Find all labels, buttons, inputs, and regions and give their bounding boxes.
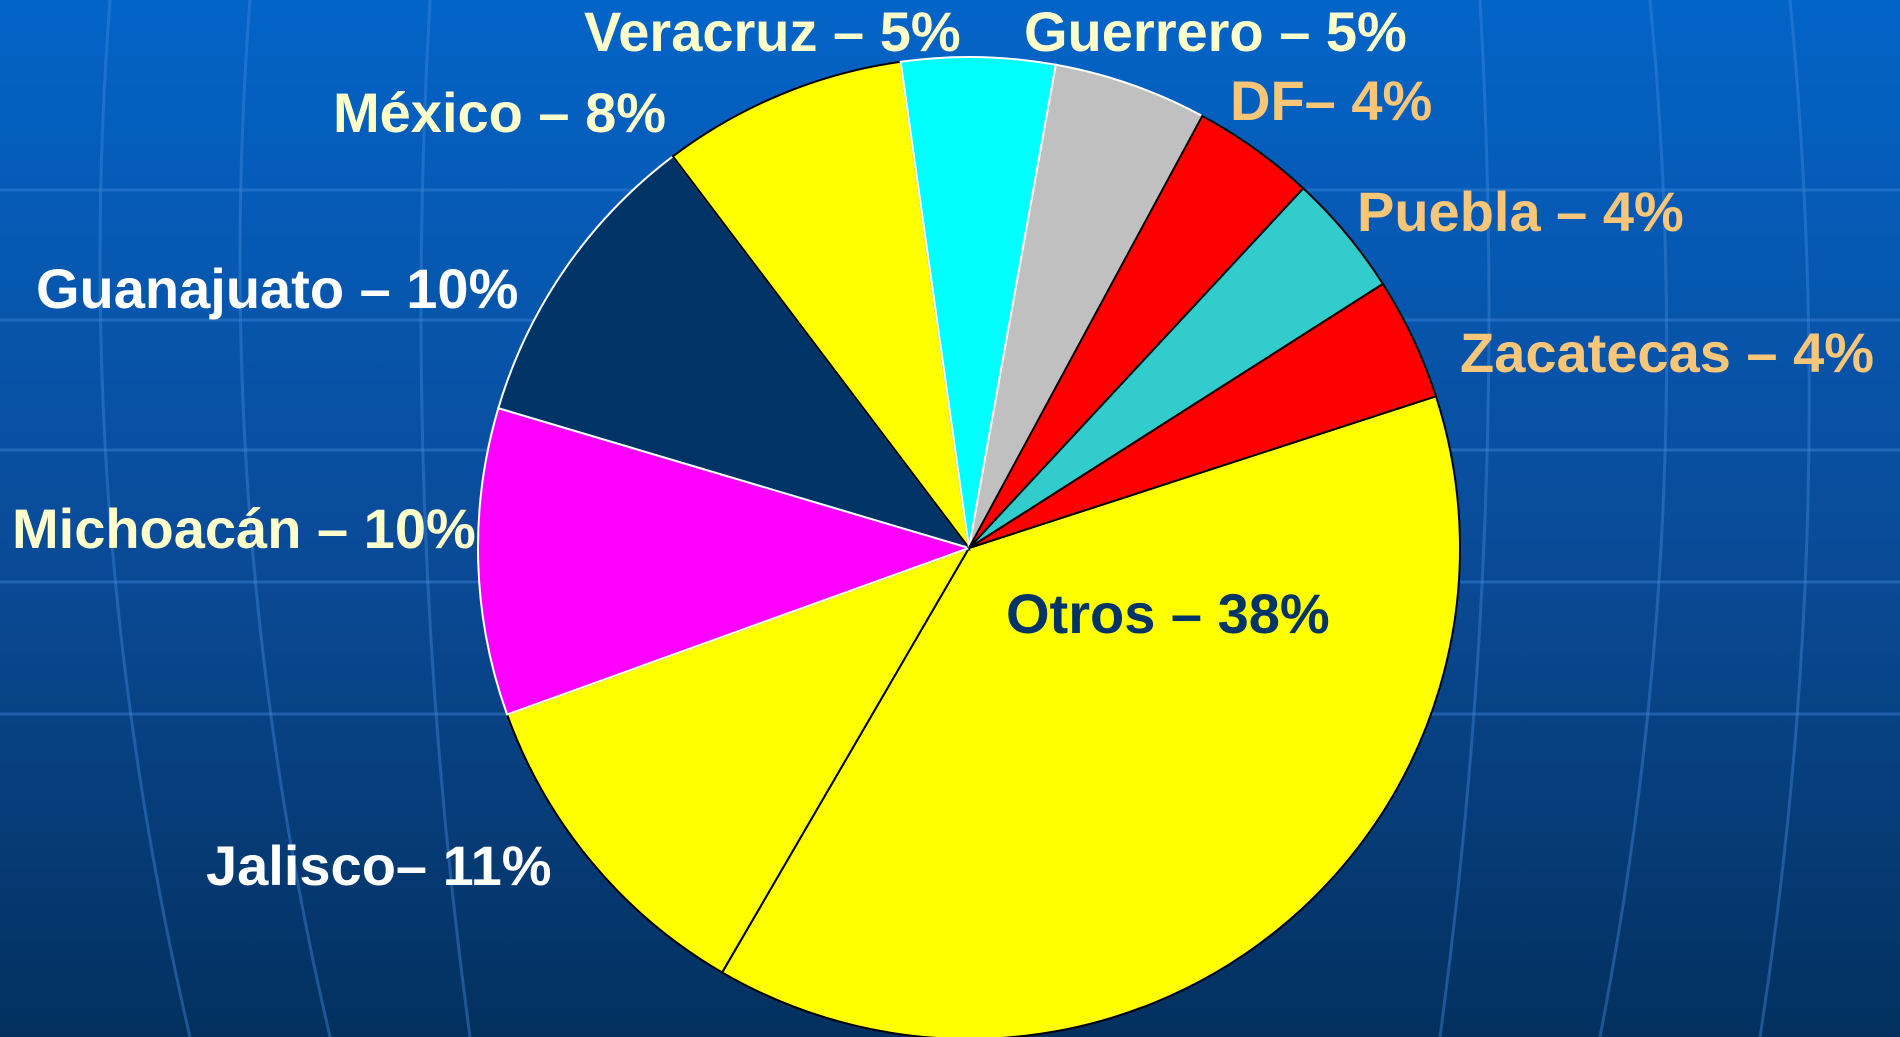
pie-slice xyxy=(505,546,972,974)
pie-slice xyxy=(968,63,1204,549)
slice-label: Michoacán – 10% xyxy=(12,497,476,560)
slice-label: Guerrero – 5% xyxy=(1024,0,1407,63)
pie-slice xyxy=(497,154,972,550)
slice-label: Jalisco– 11% xyxy=(206,834,552,897)
pie-slice xyxy=(899,56,1057,549)
slice-label: DF– 4% xyxy=(1230,69,1432,132)
pie-slice xyxy=(720,395,1461,1037)
labels: Otros – 38% Jalisco– 11% Michoacán – 10% Gu… xyxy=(12,0,1874,897)
slice-label: México – 8% xyxy=(333,81,666,144)
pie-slice xyxy=(477,406,973,716)
slice-label: Guanajuato – 10% xyxy=(36,257,518,320)
slice-label: Veracruz – 5% xyxy=(584,0,961,63)
slice-label: Zacatecas – 4% xyxy=(1460,321,1874,384)
pie-slice xyxy=(671,60,971,552)
slice-label: Puebla – 4% xyxy=(1357,180,1684,243)
slice-label: Otros – 38% xyxy=(1006,582,1330,645)
pie xyxy=(477,56,1461,1037)
pie-slice xyxy=(968,282,1438,549)
